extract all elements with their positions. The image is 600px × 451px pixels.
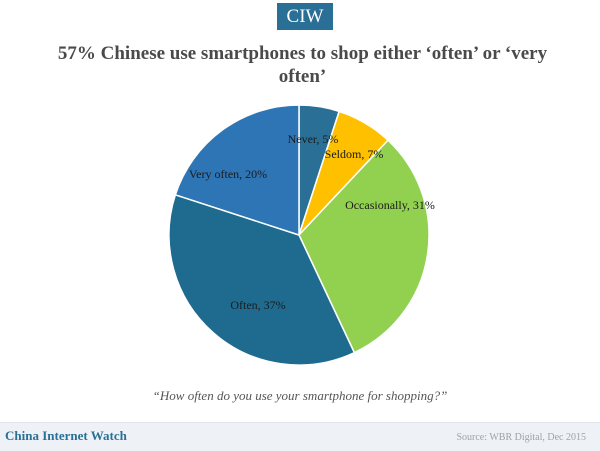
data-label-never: Never, 5%	[288, 132, 339, 146]
ciw-logo-badge: CIW	[277, 3, 333, 30]
pie-slice-occasionally	[298, 139, 430, 354]
source-note: Source: WBR Digital, Dec 2015	[456, 432, 586, 443]
footer-brand: China Internet Watch	[5, 428, 127, 443]
pie-slices	[168, 104, 430, 366]
pie-slice-very-often	[174, 104, 300, 237]
pie-data-labels: Never, 5%Seldom, 7% Occasionally, 31% Ofte…	[189, 132, 435, 312]
pie-slice-often	[168, 193, 356, 366]
chart-title: 57% Chinese use smartphones to shop eith…	[57, 43, 548, 87]
data-label-occasionally: Occasionally, 31%	[345, 198, 435, 212]
data-label-seldom: Seldom, 7%	[325, 147, 384, 161]
data-label-often: Often, 37%	[230, 298, 285, 312]
data-label-very-often: Very often, 20%	[189, 167, 267, 181]
footer-bar: China Internet Watch Source: WBR Digital…	[0, 422, 600, 451]
survey-question: “How often do you use your smartphone fo…	[152, 388, 448, 403]
